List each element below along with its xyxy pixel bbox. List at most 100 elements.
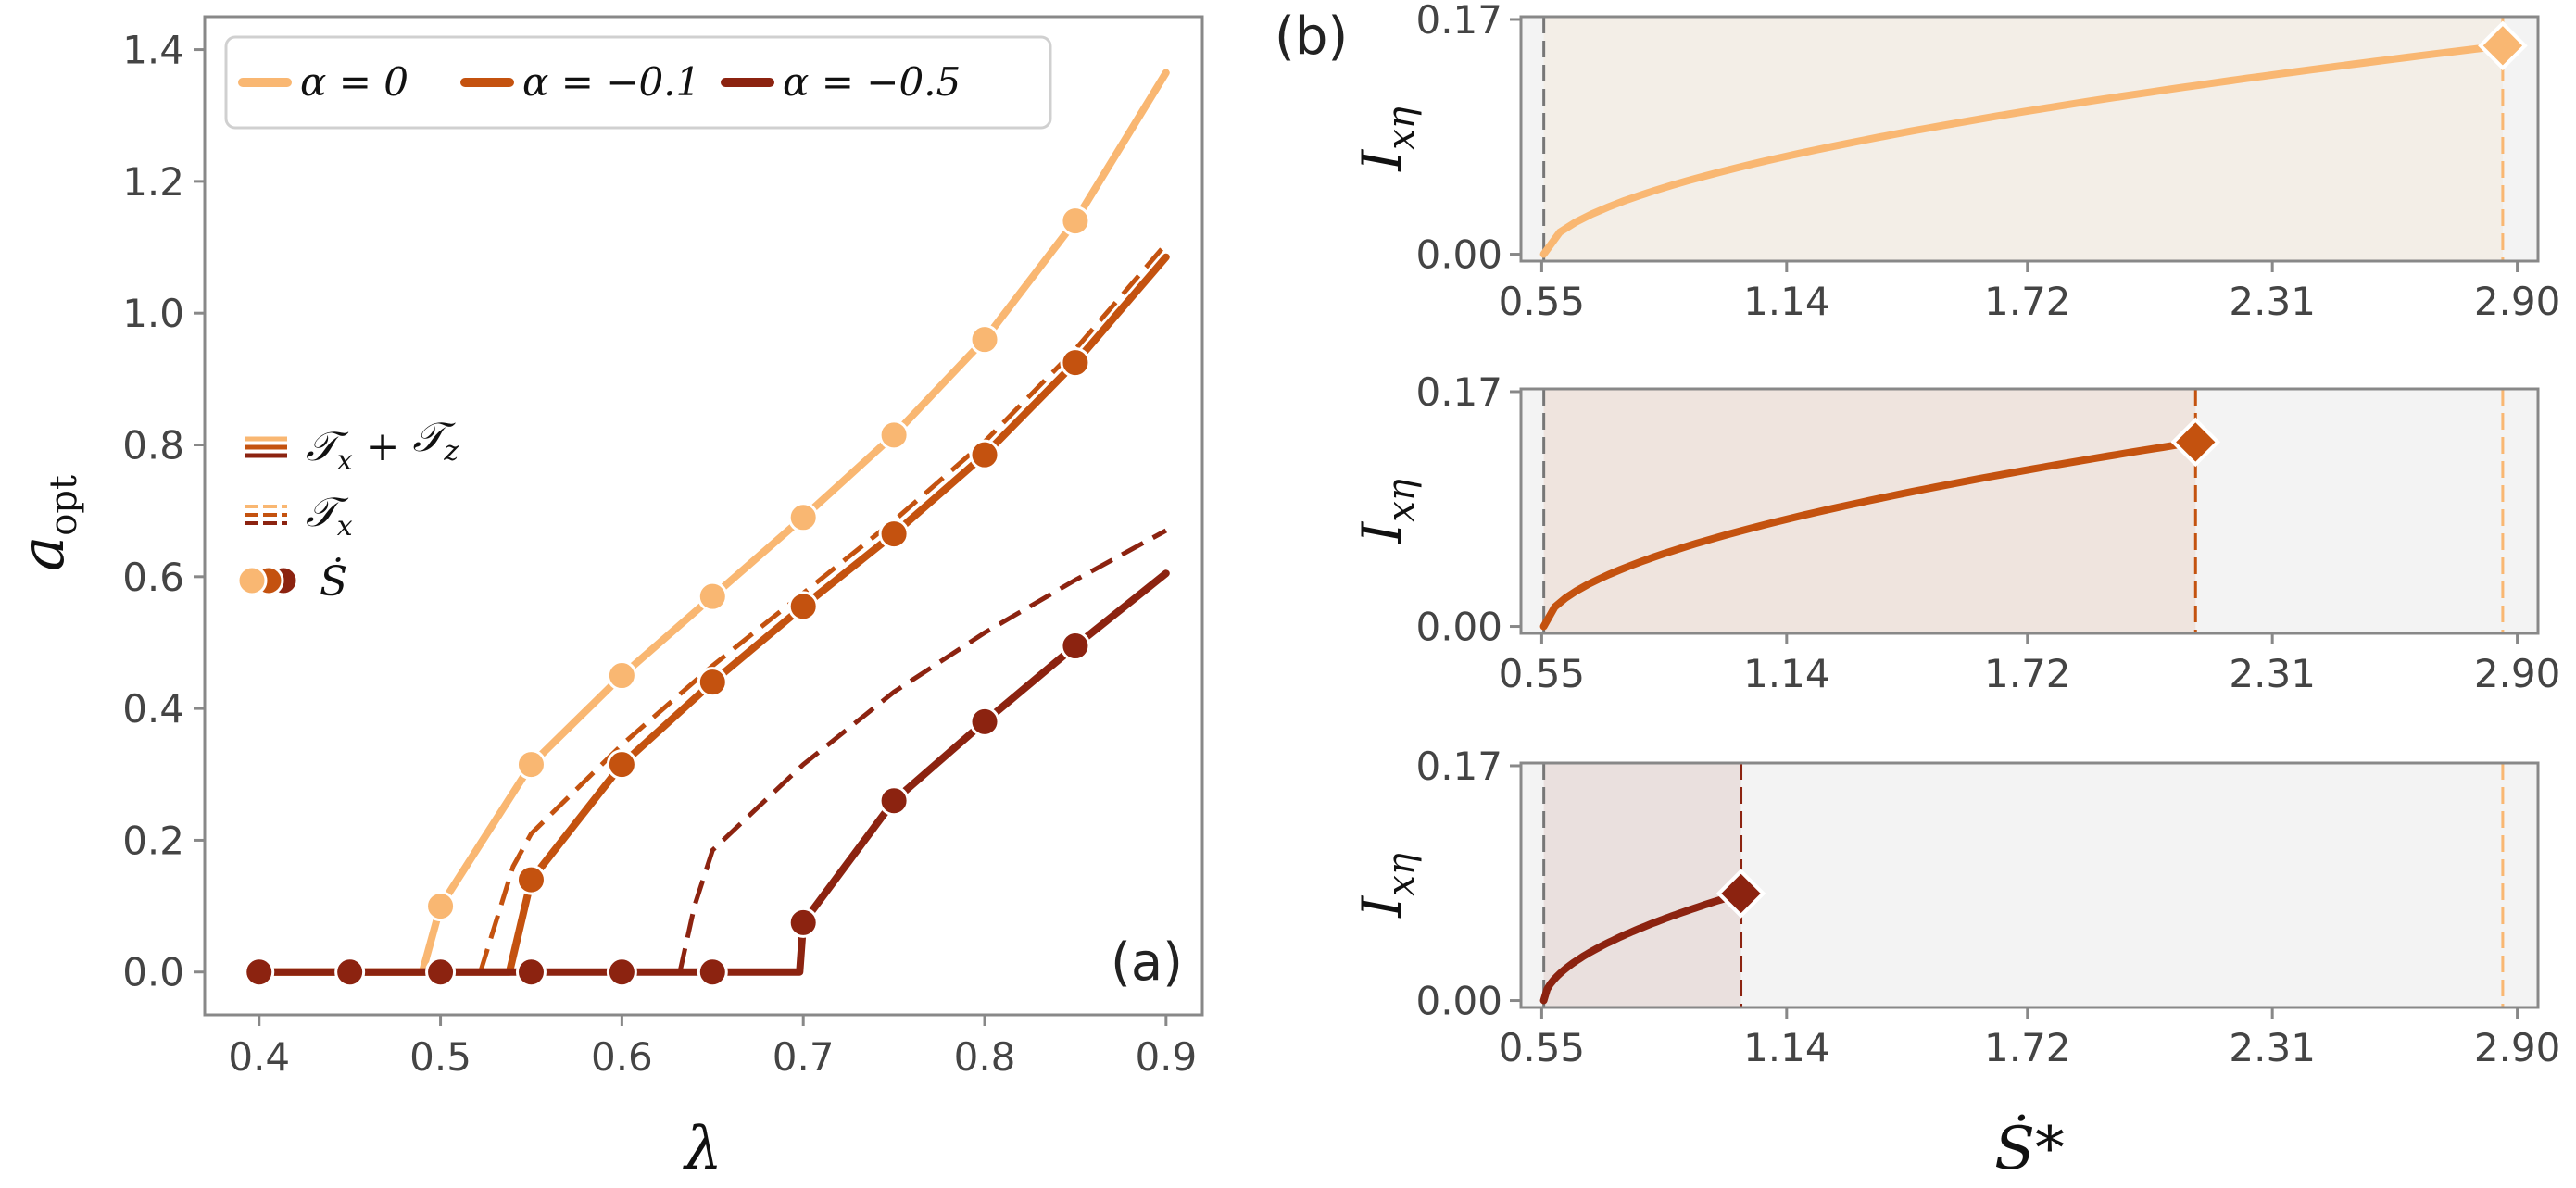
end-diamond [2170,417,2221,468]
series-marker [697,667,728,698]
x-tick-label: 1.72 [1984,651,2071,696]
x-tick-label: 2.31 [2229,279,2316,324]
x-tick-label: 0.8 [954,1034,1016,1080]
legend-alpha: α = 0 α = −0.1 α = −0.5 [224,35,1052,130]
x-tick-label: 1.14 [1743,651,1830,696]
x-tick-label: 0.55 [1499,1025,1586,1070]
series-marker [878,419,910,451]
y-tick-label: 0.00 [1415,979,1502,1024]
series-marker [425,891,457,922]
y-tick-label: 0.00 [1415,605,1502,650]
legend-frame [224,35,1052,130]
plot-frame [203,15,1204,1017]
series-marker [1060,206,1091,237]
panel-b: (b)0.000.170.55 1.14 1.72 2.31 2.90Ixη0.000.… [1275,0,2560,1183]
plot-frame [1519,387,2540,635]
series-marker [606,660,637,692]
series-marker [515,957,547,988]
legend-style: 𝒯x + 𝒯z 𝒯x Ṡ [236,414,459,606]
series-marker [787,591,819,622]
panel-a: 0.0 0.2 0.4 0.6 0.8 1.0 1.2 1.4 0.4 0.5 0.6 0.7 0.8 0… [9,15,1204,1183]
x-tick-label: 1.72 [1984,279,2071,324]
x-tick-label: 2.90 [2474,651,2561,696]
legend-style-label: 𝒯x [306,489,353,543]
plot-frame [1519,761,2540,1009]
series-marker [515,749,547,781]
series-solid-line [255,253,1170,976]
legend-label: α = 0 [300,59,408,105]
series-1 [244,242,1170,988]
series-marker [697,957,728,988]
series-solid-line [255,569,1170,976]
shade-grey [1521,17,2538,261]
shade-region [1543,17,2503,261]
x-axis-label: λ [682,1115,723,1183]
series-marker [878,519,910,550]
series-marker [425,957,457,988]
y-tick-label: 0.4 [122,686,184,732]
legend-label: α = −0.1 [522,59,700,105]
legend-label: α = −0.5 [783,59,961,105]
series-marker [1060,631,1091,662]
x-tick-label: 0.9 [1135,1034,1197,1080]
y-tick-label: 0.17 [1415,369,1502,415]
end-diamond [2478,20,2528,71]
series-marker [515,864,547,895]
subplot-3: 0.00 0.17 0.55 1.14 1.72 2.31 2.90 Ixη [1351,744,2560,1070]
series-marker [244,957,275,988]
y-tick-label: 0.00 [1415,232,1502,278]
y-axis-label: Ixη [1351,853,1423,918]
legend-style-label: Ṡ [320,556,347,606]
series-marker [787,502,819,533]
end-diamond [1715,869,1766,919]
y-tick-label: 0.17 [1415,0,1502,43]
subplot-2: 0.00 0.17 0.55 1.14 1.72 2.31 2.90 Ixη [1351,369,2560,696]
y-tick-label: 0.17 [1415,744,1502,789]
series-marker [1060,347,1091,379]
series-2 [244,528,1170,988]
legend-style-label: 𝒯x + 𝒯z [306,414,459,477]
x-tick-label: 0.7 [773,1034,835,1080]
x-tick-label: 2.90 [2474,279,2561,324]
series-solid-line [255,69,1170,976]
shade-grey [1521,763,2538,1007]
x-tick-label: 0.4 [228,1034,290,1080]
series-marker [969,706,1000,737]
series-dashed-line [478,242,1168,973]
x-tick-label: 0.55 [1499,651,1586,696]
y-axis-label: Ixη [1351,479,1423,544]
series-marker [334,957,366,988]
x-tick-label: 1.14 [1743,1025,1830,1070]
y-tick-label: 1.2 [122,159,184,205]
shade-region [1543,763,1741,1007]
curve [1539,42,2507,258]
x-tick-label: 0.5 [409,1034,471,1080]
legend-marker [236,565,268,596]
series-marker [697,581,728,612]
shade-region [1543,389,2196,633]
series-marker [969,324,1000,356]
x-tick-label: 2.90 [2474,1025,2561,1070]
y-tick-label: 1.0 [122,291,184,336]
curve [1539,889,1745,1005]
x-tick-label: 1.14 [1743,279,1830,324]
series-marker [878,785,910,817]
panel-label-a: (a) [1111,932,1183,993]
x-tick-label: 0.6 [591,1034,653,1080]
x-tick-label: 0.55 [1499,279,1586,324]
x-tick-label: 2.31 [2229,651,2316,696]
shade-grey [1521,389,2538,633]
subplot-1: 0.00 0.17 0.55 1.14 1.72 2.31 2.90 Ixη [1351,0,2560,324]
series-marker [606,749,637,781]
y-tick-label: 0.0 [122,950,184,995]
y-tick-label: 0.6 [122,555,184,600]
curve [1539,438,2200,631]
x-tick-label: 1.72 [1984,1025,2071,1070]
y-tick-label: 0.8 [122,423,184,469]
series-0 [244,69,1170,988]
series-marker [787,907,819,938]
x-axis-label: Ṡ* [1994,1113,2065,1183]
y-tick-label: 0.2 [122,818,184,863]
series-dashed-line [677,528,1167,973]
